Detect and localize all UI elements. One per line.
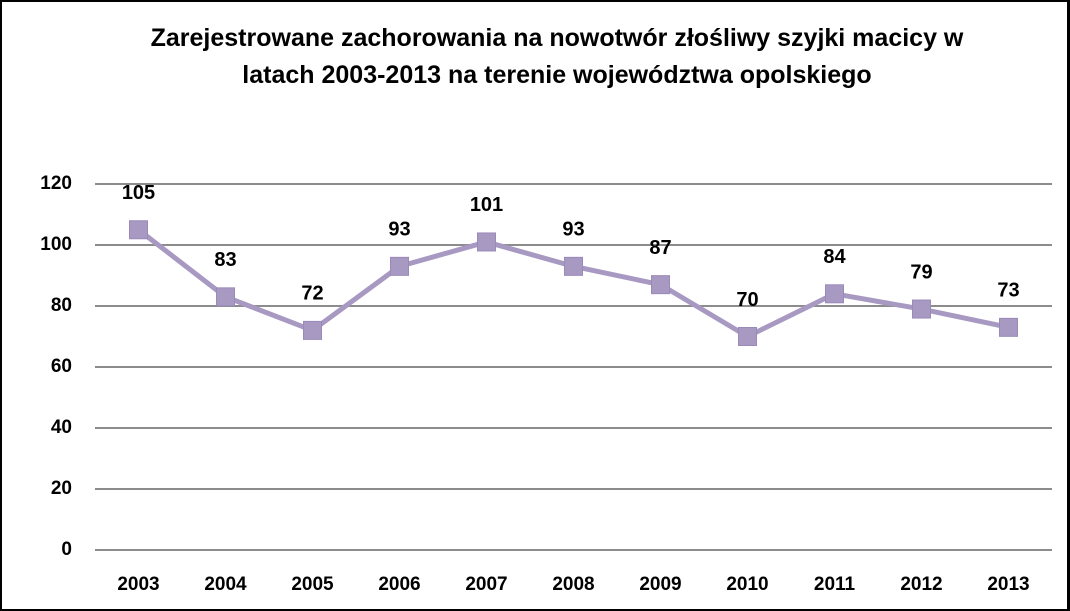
marker: [564, 256, 583, 276]
data-label: 93: [562, 219, 584, 241]
y-tick-label: 120: [40, 173, 72, 194]
y-tick-label: 40: [51, 417, 72, 438]
marker: [999, 317, 1018, 337]
x-tick-label: 2013: [987, 574, 1029, 595]
x-tick-label: 2010: [726, 574, 768, 595]
marker: [390, 256, 409, 276]
x-tick-label: 2004: [204, 574, 247, 595]
x-tick-label: 2005: [291, 574, 334, 595]
marker: [912, 299, 931, 319]
data-label: 87: [649, 237, 671, 259]
data-label: 79: [910, 261, 932, 283]
chart-title: Zarejestrowane zachorowania na nowotwór …: [150, 24, 964, 89]
x-tick-label: 2007: [465, 574, 507, 595]
data-label: 72: [301, 283, 323, 305]
marker: [129, 220, 148, 240]
x-tick-label: 2006: [378, 574, 420, 595]
data-label: 101: [470, 194, 503, 216]
data-label: 105: [122, 182, 155, 204]
data-label: 84: [823, 246, 846, 268]
marker: [216, 287, 235, 307]
x-tick-label: 2009: [639, 574, 681, 595]
x-tick-label: 2011: [814, 574, 856, 595]
marker: [738, 327, 757, 346]
y-tick-label: 60: [51, 356, 72, 377]
y-tick-label: 100: [40, 234, 72, 255]
marker: [825, 284, 844, 304]
marker: [303, 320, 322, 340]
data-label: 73: [997, 280, 1019, 302]
data-label: 83: [214, 249, 236, 271]
marker: [477, 232, 496, 252]
data-label: 70: [736, 289, 758, 311]
y-tick-label: 80: [51, 295, 72, 316]
x-tick-label: 2003: [117, 574, 159, 595]
data-label: 93: [388, 219, 410, 241]
x-tick-label: 2012: [900, 574, 942, 595]
x-tick-label: 2008: [552, 574, 594, 595]
y-tick-label: 20: [51, 478, 72, 499]
y-tick-label: 0: [61, 539, 72, 560]
marker: [651, 275, 670, 295]
